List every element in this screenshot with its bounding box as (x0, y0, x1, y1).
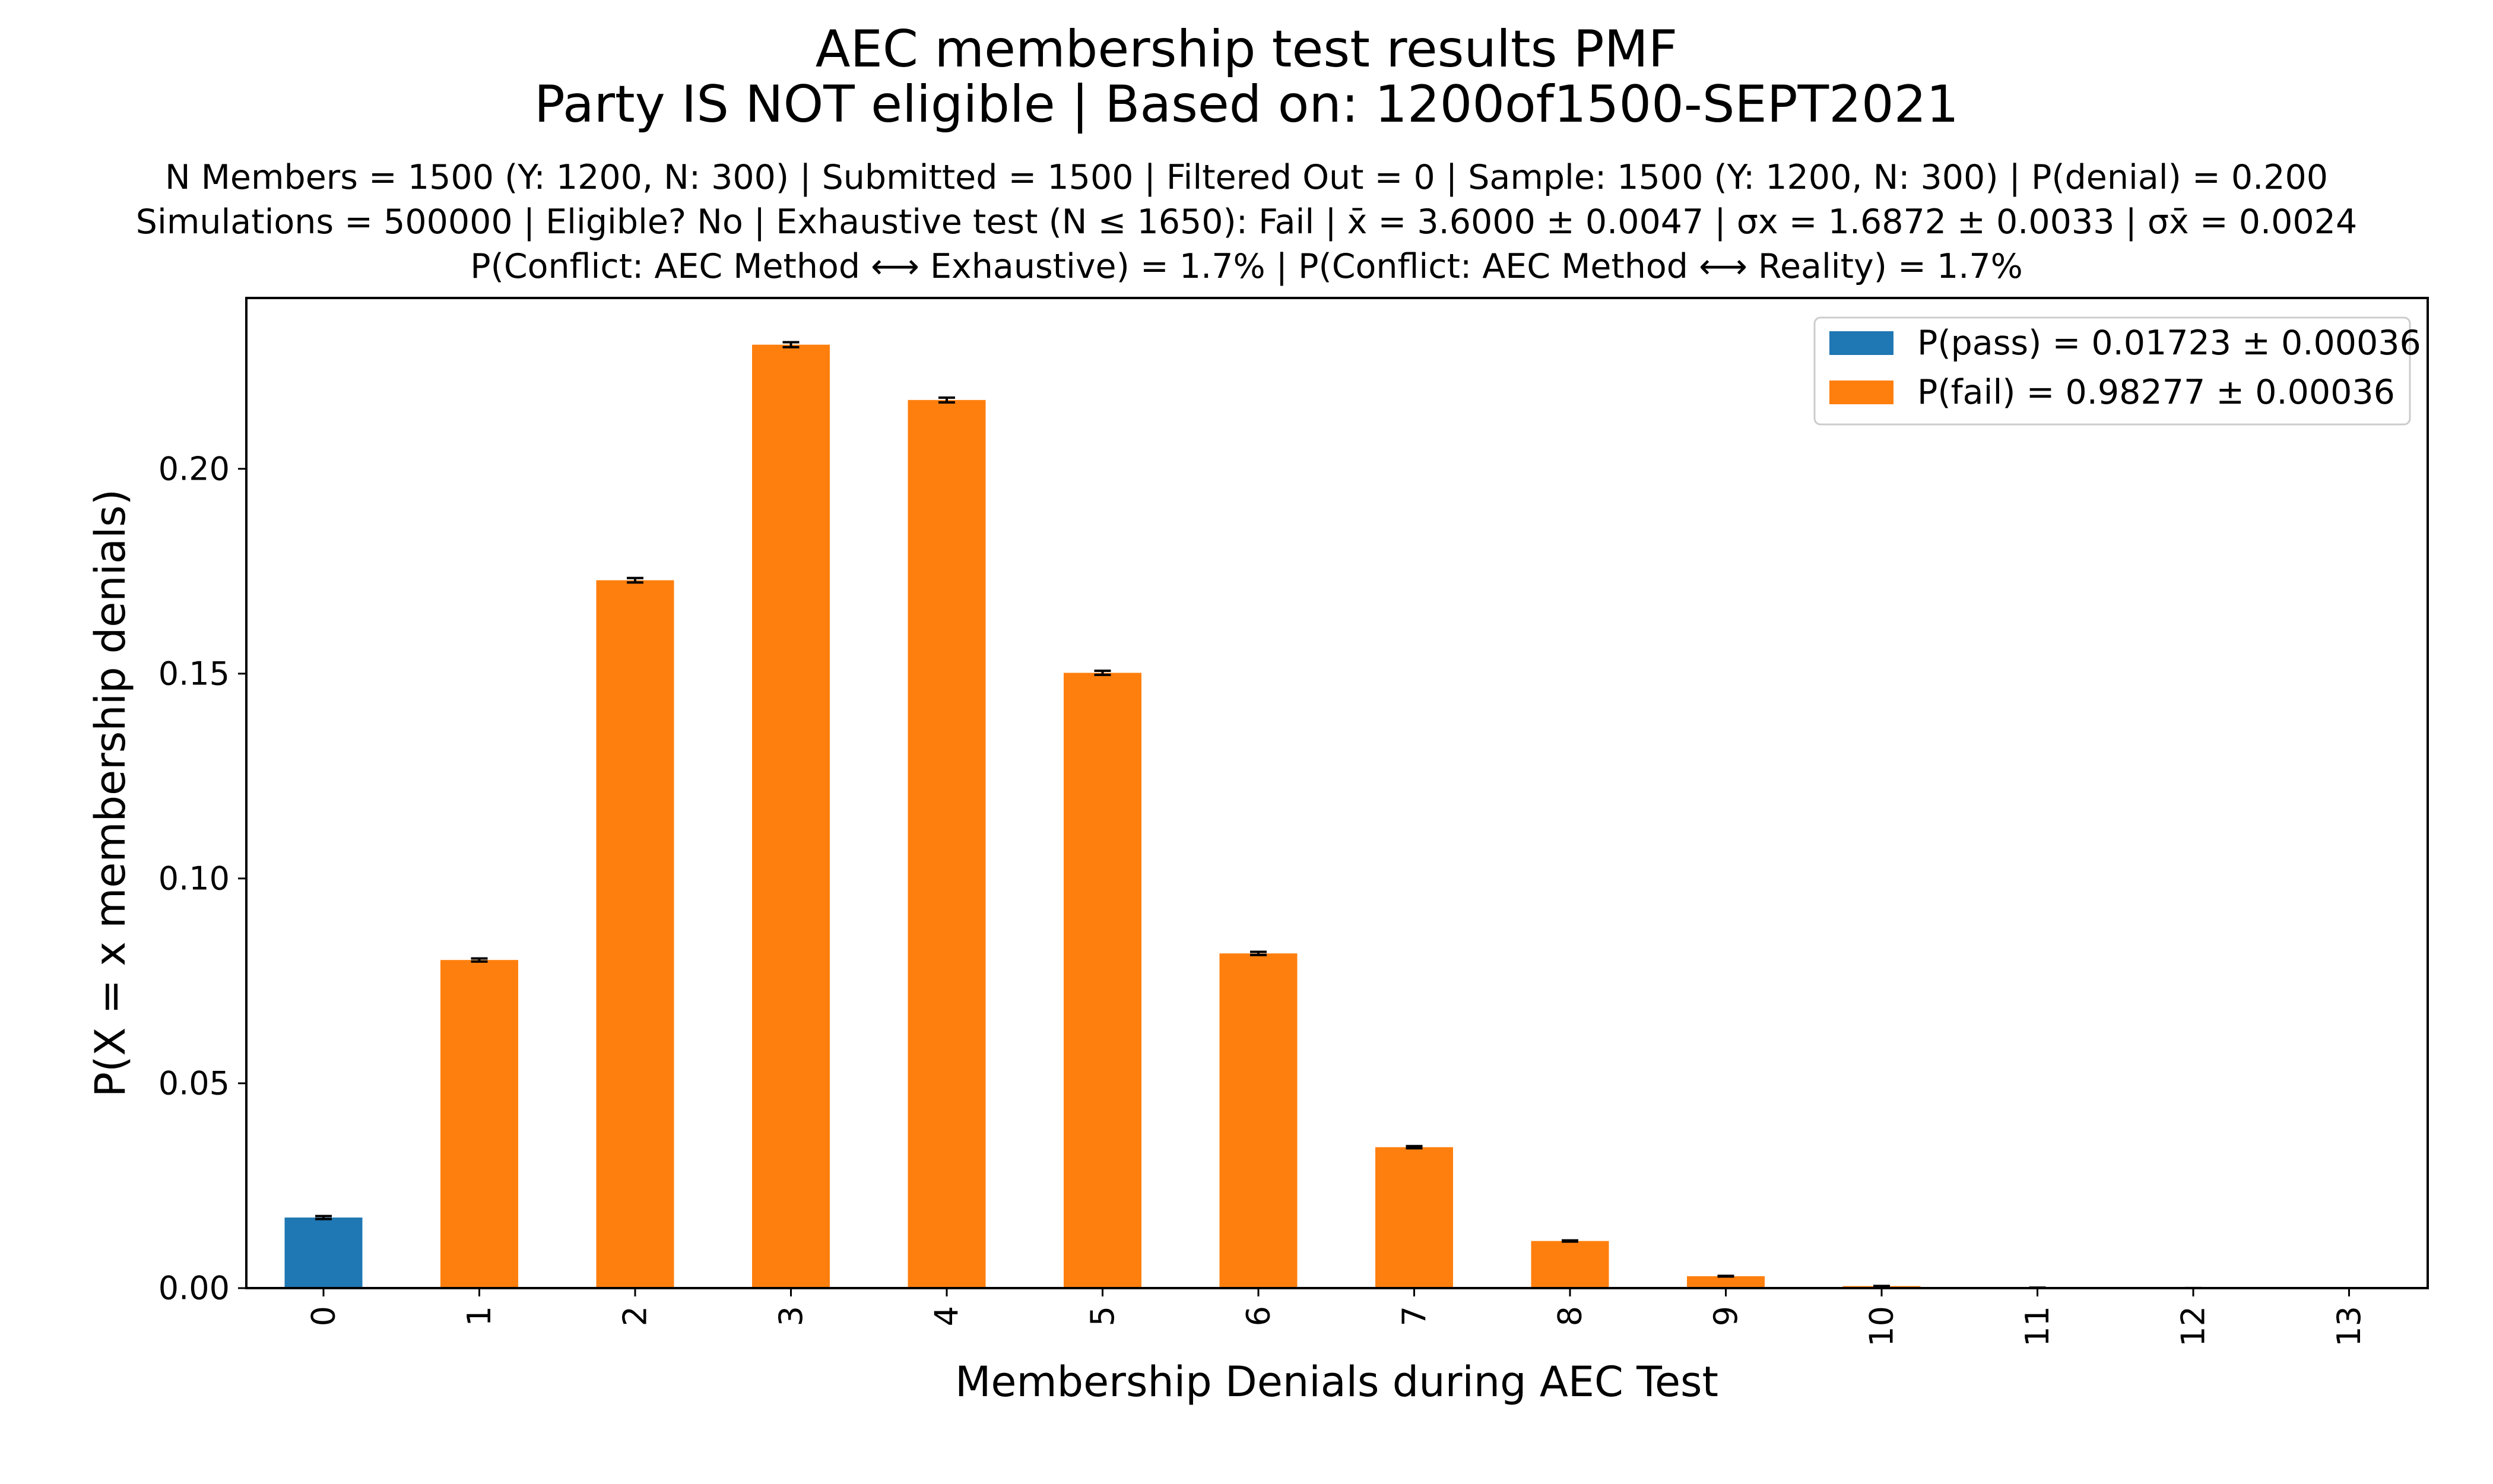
bars-layer (284, 344, 2388, 1288)
errorbar-6 (1250, 950, 1267, 956)
x-tick-label-6: 6 (1240, 1306, 1277, 1326)
errorbar-1 (471, 957, 488, 963)
legend-box (1813, 316, 2411, 426)
errorbar-5 (1094, 670, 1111, 676)
x-tick-label-2: 2 (617, 1306, 654, 1326)
y-tick-label-0.10: 0.10 (158, 860, 230, 897)
bar-7 (1375, 1147, 1453, 1288)
bar-8 (1531, 1241, 1609, 1288)
x-tick-label-10: 10 (1863, 1306, 1901, 1347)
chart-subtitle: Party IS NOT eligible | Based on: 1200of… (534, 75, 1959, 134)
y-tick-label-0.20: 0.20 (158, 450, 230, 487)
legend-label-pass: P(pass) = 0.01723 ± 0.00036 (1917, 324, 2421, 363)
x-tick-label-9: 9 (1707, 1306, 1745, 1326)
x-tick-label-4: 4 (928, 1306, 966, 1326)
x-tick-label-1: 1 (461, 1306, 498, 1326)
errorbar-3 (782, 341, 800, 348)
x-axis: 0 1 2 3 4 5 6 7 8 9 10 11 12 13 (305, 1288, 2368, 1347)
x-tick-label-13: 13 (2330, 1306, 2368, 1347)
errorbar-2 (627, 576, 643, 584)
chart-title: AEC membership test results PMF (816, 20, 1677, 79)
info-line-2: Simulations = 500000 | Eligible? No | Ex… (136, 202, 2357, 242)
x-tick-label-11: 11 (2019, 1306, 2056, 1347)
y-tick-label-0.00: 0.00 (158, 1270, 230, 1307)
bar-3 (752, 344, 830, 1288)
x-tick-label-7: 7 (1395, 1306, 1433, 1326)
errorbar-7 (1406, 1144, 1423, 1150)
errorbar-0 (315, 1215, 332, 1220)
bar-6 (1219, 953, 1298, 1288)
errorbar-4 (938, 396, 955, 404)
bar-1 (440, 960, 518, 1288)
info-line-3: P(Conflict: AEC Method ⟷ Exhaustive) = 1… (470, 247, 2023, 286)
plot-frame (245, 297, 2429, 1289)
x-tick-label-3: 3 (772, 1306, 810, 1326)
x-axis-label: Membership Denials during AEC Test (955, 1358, 1718, 1406)
bar-0 (284, 1217, 363, 1288)
errorbar-8 (1562, 1239, 1578, 1243)
x-tick-label-0: 0 (305, 1306, 342, 1326)
legend-swatch-fail (1829, 380, 1893, 404)
bar-4 (908, 399, 986, 1288)
x-tick-label-12: 12 (2175, 1306, 2212, 1347)
bar-9 (1687, 1276, 1765, 1288)
y-tick-label-0.15: 0.15 (158, 655, 230, 692)
bar-5 (1064, 673, 1141, 1288)
y-axis-label: P(X = x membership denials) (86, 489, 135, 1097)
legend-swatch-pass (1829, 331, 1893, 355)
info-line-1: N Members = 1500 (Y: 1200, N: 300) | Sub… (165, 158, 2328, 197)
legend-label-fail: P(fail) = 0.98277 ± 0.00036 (1917, 373, 2395, 412)
y-axis: 0.00 0.05 0.10 0.15 0.20 (158, 450, 246, 1307)
x-tick-label-5: 5 (1084, 1306, 1121, 1326)
y-tick-label-0.05: 0.05 (158, 1064, 230, 1102)
x-tick-label-8: 8 (1552, 1306, 1589, 1326)
legend: P(pass) = 0.01723 ± 0.00036 P(fail) = 0.… (1813, 316, 2421, 426)
bar-2 (596, 580, 674, 1288)
